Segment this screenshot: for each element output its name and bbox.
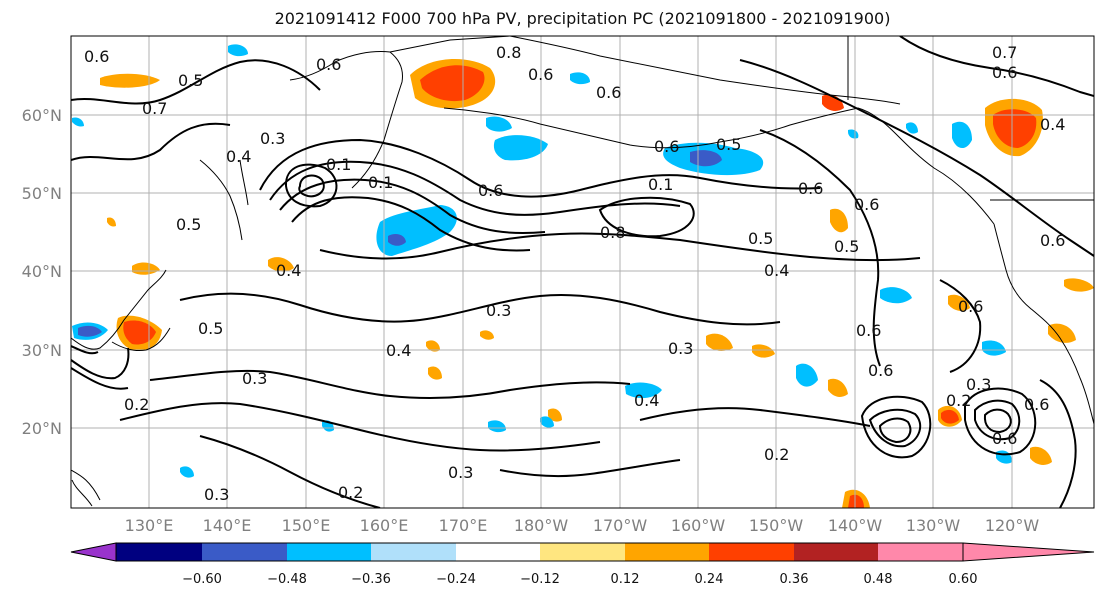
- map-frame: [70, 35, 1095, 509]
- lat-label: 40°N: [22, 262, 62, 281]
- contour-label: 0.5: [178, 71, 203, 90]
- grid-lines: [71, 36, 1094, 508]
- lon-label: 150°W: [749, 516, 804, 535]
- lon-label: 130°E: [125, 516, 174, 535]
- contour-label: 0.6: [856, 321, 881, 340]
- contour-label: 0.4: [1040, 115, 1065, 134]
- contour-label: 0.6: [992, 63, 1017, 82]
- lon-label: 170°W: [593, 516, 648, 535]
- contour-label: 0.5: [748, 229, 773, 248]
- contour-label: 0.2: [764, 445, 789, 464]
- contour-label: 0.4: [764, 261, 789, 280]
- contour-label: 0.6: [316, 55, 341, 74]
- colorbar-tick: 0.12: [611, 572, 640, 587]
- colorbar-segment: [371, 543, 456, 561]
- colorbar-segment: [625, 543, 709, 561]
- contour-labels: 0.6 0.5 0.7 0.6 0.8 0.6 0.7 0.6 0.3 0.4 …: [84, 43, 1065, 504]
- lon-label: 140°E: [203, 516, 252, 535]
- contour-label: 0.5: [716, 135, 741, 154]
- contour-label: 0.1: [648, 175, 673, 194]
- lon-axis: 130°E 140°E 150°E 160°E 170°E 180°W 170°…: [125, 516, 1040, 535]
- colorbar: −0.60 −0.48 −0.36 −0.24 −0.12 0.12 0.24 …: [70, 542, 1095, 587]
- contour-label: 0.3: [260, 129, 285, 148]
- colorbar-extend-high: [962, 542, 1095, 562]
- colorbar-outline: [115, 542, 964, 562]
- coastlines: [71, 36, 1094, 507]
- contour-label: 0.5: [198, 319, 223, 338]
- contour-label: 0.3: [204, 485, 229, 504]
- colorbar-tick: −0.60: [182, 572, 222, 587]
- lon-label: 140°W: [828, 516, 883, 535]
- contour-label: 0.3: [448, 463, 473, 482]
- colorbar-segment: [202, 543, 287, 561]
- colorbar-tick: −0.12: [520, 572, 560, 587]
- lat-label: 50°N: [22, 184, 62, 203]
- contour-label: 0.8: [600, 223, 625, 242]
- contour-label: 0.6: [84, 47, 109, 66]
- lon-label: 160°W: [671, 516, 726, 535]
- lon-label: 130°W: [906, 516, 961, 535]
- colorbar-segment: [794, 543, 878, 561]
- colorbar-segment: [709, 543, 794, 561]
- lon-label: 120°W: [985, 516, 1040, 535]
- lat-label: 60°N: [22, 106, 62, 125]
- contour-label: 0.6: [854, 195, 879, 214]
- precip-shading: [72, 44, 1094, 508]
- contour-label: 0.6: [528, 65, 553, 84]
- contour-label: 0.2: [946, 391, 971, 410]
- contour-label: 0.1: [368, 173, 393, 192]
- contour-label: 0.2: [338, 483, 363, 502]
- pv-contours: [71, 36, 1094, 508]
- contour-label: 0.6: [596, 83, 621, 102]
- contour-label: 0.4: [226, 147, 251, 166]
- contour-label: 0.7: [142, 99, 167, 118]
- lon-label: 160°E: [360, 516, 409, 535]
- contour-label: 0.6: [654, 137, 679, 156]
- colorbar-tick: −0.48: [267, 572, 307, 587]
- colorbar-tick: 0.24: [695, 572, 724, 587]
- lon-label: 180°W: [514, 516, 569, 535]
- contour-label: 0.6: [1024, 395, 1049, 414]
- colorbar-tick: 0.36: [780, 572, 809, 587]
- contour-label: 0.4: [386, 341, 411, 360]
- colorbar-segment: [540, 543, 625, 561]
- lon-label: 150°E: [282, 516, 331, 535]
- lon-label: 170°E: [439, 516, 488, 535]
- contour-label: 0.5: [834, 237, 859, 256]
- contour-label: 0.3: [242, 369, 267, 388]
- colorbar-segment: [456, 543, 540, 561]
- contour-label: 0.6: [798, 179, 823, 198]
- contour-label: 0.4: [276, 261, 301, 280]
- colorbar-segment: [116, 543, 202, 561]
- map-title: 2021091412 F000 700 hPa PV, precipitatio…: [274, 9, 891, 28]
- contour-label: 0.6: [992, 429, 1017, 448]
- contour-label: 0.5: [176, 215, 201, 234]
- contour-label: 0.3: [486, 301, 511, 320]
- colorbar-extend-low: [70, 542, 117, 562]
- contour-label: 0.3: [668, 339, 693, 358]
- lat-label: 30°N: [22, 341, 62, 360]
- colorbar-segment: [878, 543, 963, 561]
- colorbar-tick: 0.48: [864, 572, 893, 587]
- colorbar-tick: 0.60: [949, 572, 978, 587]
- contour-label: 0.7: [992, 43, 1017, 62]
- map-area: [71, 36, 1094, 508]
- contour-label: 0.4: [634, 391, 659, 410]
- contour-label: 0.1: [326, 155, 351, 174]
- lat-label: 20°N: [22, 419, 62, 438]
- contour-label: 0.6: [1040, 231, 1065, 250]
- contour-label: 0.6: [868, 361, 893, 380]
- contour-label: 0.2: [124, 395, 149, 414]
- contour-label: 0.3: [966, 375, 991, 394]
- lat-axis: 60°N 50°N 40°N 30°N 20°N: [22, 106, 62, 438]
- contour-label: 0.6: [478, 181, 503, 200]
- colorbar-tick: −0.36: [351, 572, 391, 587]
- contour-label: 0.6: [958, 297, 983, 316]
- contour-label: 0.8: [496, 43, 521, 62]
- colorbar-segment: [287, 543, 371, 561]
- colorbar-tick: −0.24: [436, 572, 476, 587]
